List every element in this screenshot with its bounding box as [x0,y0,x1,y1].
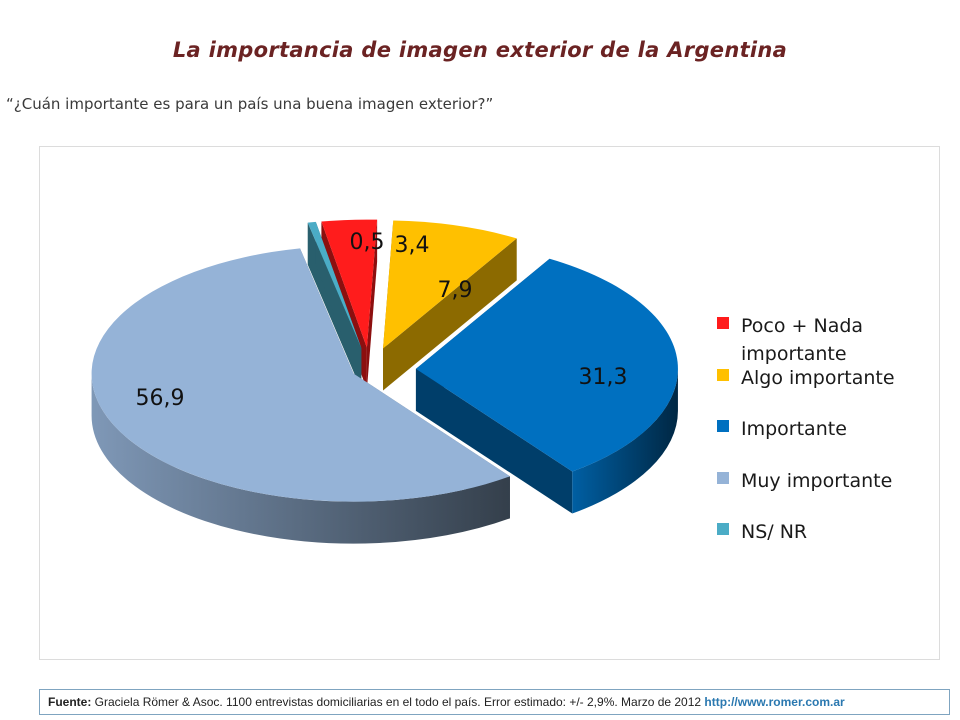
slice-top [415,258,678,472]
legend-label: Poco + Nada [741,315,863,337]
legend-swatch [717,317,729,329]
pie-slice [307,221,362,390]
legend-swatch [717,472,729,484]
pie-slice [91,248,510,544]
data-label: 3,4 [395,233,430,258]
legend-entry: Poco + Nada importante [717,315,863,365]
legend-swatch [717,369,729,381]
legend-swatch [717,420,729,432]
slice-top [383,220,517,349]
data-label: 56,9 [136,386,185,411]
legend-entry: NS/ NR [717,521,807,543]
slice-side [91,373,510,544]
source-link[interactable]: http://www.romer.com.ar [704,695,845,709]
legend-label: Muy importante [741,470,892,492]
data-label: 0,5 [350,230,385,255]
legend-swatch [717,523,729,535]
slice-top [307,221,362,348]
slice-top [321,219,378,348]
source-label: Fuente: [48,695,92,709]
legend-entry: Muy importante [717,470,892,492]
pie-slice [383,220,517,391]
source-footer: Fuente: Graciela Römer & Asoc. 1100 entr… [39,689,950,715]
pie-slice [415,258,678,514]
legend-label: Importante [741,418,847,440]
legend-label-line2: importante [741,343,847,365]
legend-entry: Algo importante [717,367,895,389]
source-text: Graciela Römer & Asoc. 1100 entrevistas … [91,695,705,709]
slice-top [91,248,510,502]
legend-entry: Importante [717,418,847,440]
slice-side [572,368,678,514]
slice-wall [383,238,517,391]
survey-question: “¿Cuán importante es para un país una bu… [6,95,494,113]
slice-wall [366,219,378,390]
data-label: 7,9 [438,278,473,303]
legend-label: Algo importante [741,367,895,389]
chart-title: La importancia de imagen exterior de la … [172,38,788,62]
data-label: 31,3 [579,365,628,390]
legend-label: NS/ NR [741,521,807,543]
slice-wall [415,368,573,514]
